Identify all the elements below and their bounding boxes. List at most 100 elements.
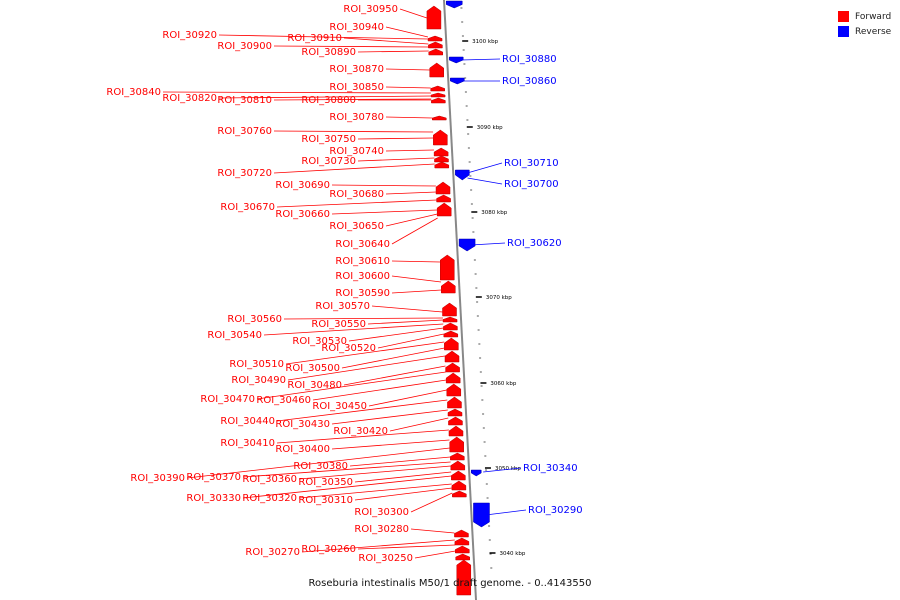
reverse-gene <box>450 77 465 85</box>
forward-gene <box>443 322 458 331</box>
forward-gene-label: ROI_30590 <box>335 288 390 299</box>
reverse-leader-line <box>467 162 503 174</box>
reverse-gene-label: ROI_30340 <box>523 463 578 474</box>
forward-gene <box>435 181 451 195</box>
scale-tick-label: 3040 kbp <box>499 551 525 557</box>
forward-gene-label: ROI_30380 <box>293 461 348 472</box>
forward-gene <box>444 350 460 363</box>
forward-gene-label: ROI_30720 <box>217 168 272 179</box>
forward-gene <box>430 85 445 92</box>
reverse-gene <box>448 56 464 64</box>
forward-leader-line <box>331 184 436 187</box>
forward-gene <box>430 92 446 98</box>
forward-leader-line <box>218 34 429 40</box>
forward-leader-line <box>263 323 444 336</box>
forward-gene <box>436 194 451 203</box>
forward-gene <box>456 559 472 596</box>
reverse-leader-line <box>471 242 506 246</box>
forward-gene <box>444 337 459 351</box>
forward-gene-label: ROI_30810 <box>217 95 272 106</box>
forward-leader-line <box>348 327 444 342</box>
forward-leader-line <box>368 389 447 407</box>
forward-gene-label: ROI_30680 <box>329 189 384 200</box>
forward-gene <box>440 254 455 281</box>
forward-gene <box>455 545 470 554</box>
reverse-gene-label: ROI_30860 <box>502 76 557 87</box>
forward-leader-line <box>276 429 449 444</box>
forward-leader-line <box>371 305 443 313</box>
forward-gene-label: ROI_30480 <box>287 380 342 391</box>
forward-leader-line <box>298 465 451 480</box>
forward-gene-label: ROI_30490 <box>231 375 286 386</box>
forward-leader-line <box>273 98 432 101</box>
forward-leader-line <box>283 317 443 320</box>
forward-leader-line <box>341 347 445 369</box>
forward-gene <box>447 408 463 417</box>
forward-gene-label: ROI_30260 <box>301 544 356 555</box>
forward-gene-label: ROI_30320 <box>242 493 297 504</box>
forward-gene-label: ROI_30890 <box>301 47 356 58</box>
forward-leader-line <box>242 461 451 478</box>
forward-leader-line <box>331 439 450 450</box>
forward-gene-label: ROI_30420 <box>333 426 388 437</box>
forward-gene-label: ROI_30280 <box>354 524 409 535</box>
forward-leader-line <box>298 483 452 499</box>
forward-gene-label: ROI_30780 <box>329 112 384 123</box>
forward-gene-label: ROI_30330 <box>186 493 241 504</box>
forward-gene-label: ROI_30900 <box>217 41 272 52</box>
forward-gene-label: ROI_30560 <box>227 314 282 325</box>
forward-leader-line <box>399 8 428 19</box>
forward-gene-label: ROI_30570 <box>315 301 370 312</box>
forward-gene-label: ROI_30310 <box>298 495 353 506</box>
forward-gene-label: ROI_30500 <box>285 363 340 374</box>
legend-item-reverse: Reverse <box>838 24 891 39</box>
forward-gene <box>442 316 458 323</box>
forward-gene <box>455 553 470 561</box>
forward-gene-label: ROI_30730 <box>301 156 356 167</box>
forward-gene-label: ROI_30750 <box>301 134 356 145</box>
forward-gene-label: ROI_30920 <box>162 30 217 41</box>
forward-leader-line <box>385 26 429 38</box>
forward-gene-label: ROI_30470 <box>200 394 255 405</box>
forward-leader-line <box>273 45 429 48</box>
forward-leader-line <box>391 289 442 294</box>
reverse-gene <box>458 238 476 252</box>
forward-gene <box>448 425 464 437</box>
scale-tick-label: 3060 kbp <box>490 381 516 387</box>
forward-leader-line <box>349 456 451 467</box>
forward-leader-line <box>331 209 438 215</box>
forward-leader-line <box>331 409 448 425</box>
forward-gene <box>433 147 449 157</box>
forward-gene-label: ROI_30390 <box>130 473 185 484</box>
forward-gene-label: ROI_30660 <box>275 209 330 220</box>
forward-gene-label: ROI_30950 <box>343 4 398 15</box>
reverse-gene <box>473 502 490 528</box>
forward-gene <box>452 490 467 498</box>
forward-gene <box>450 460 466 471</box>
forward-leader-line <box>186 447 450 479</box>
forward-leader-line <box>391 260 440 263</box>
legend-label-forward: Forward <box>855 11 892 22</box>
forward-leader-line <box>242 475 452 499</box>
forward-gene-label: ROI_30530 <box>292 336 347 347</box>
forward-gene-label: ROI_30640 <box>335 239 390 250</box>
forward-leader-line <box>357 544 456 550</box>
forward-gene <box>432 115 447 121</box>
forward-gene <box>428 41 443 49</box>
forward-gene-label: ROI_30250 <box>358 553 413 564</box>
forward-gene-label: ROI_30850 <box>329 82 384 93</box>
forward-gene-label: ROI_30300 <box>354 507 409 518</box>
forward-gene-label: ROI_30520 <box>321 343 376 354</box>
forward-leader-line <box>354 487 453 501</box>
legend: Forward Reverse <box>838 9 891 39</box>
scale-tick-label: 3090 kbp <box>477 125 503 131</box>
forward-gene-label: ROI_30430 <box>275 419 330 430</box>
forward-leader-line <box>218 95 432 99</box>
genome-caption: Roseburia intestinalis M50/1 draft genom… <box>308 578 592 589</box>
forward-gene <box>445 362 460 373</box>
forward-gene-label: ROI_30510 <box>229 359 284 370</box>
reverse-gene-label: ROI_30880 <box>502 54 557 65</box>
forward-leader-line <box>410 528 455 534</box>
